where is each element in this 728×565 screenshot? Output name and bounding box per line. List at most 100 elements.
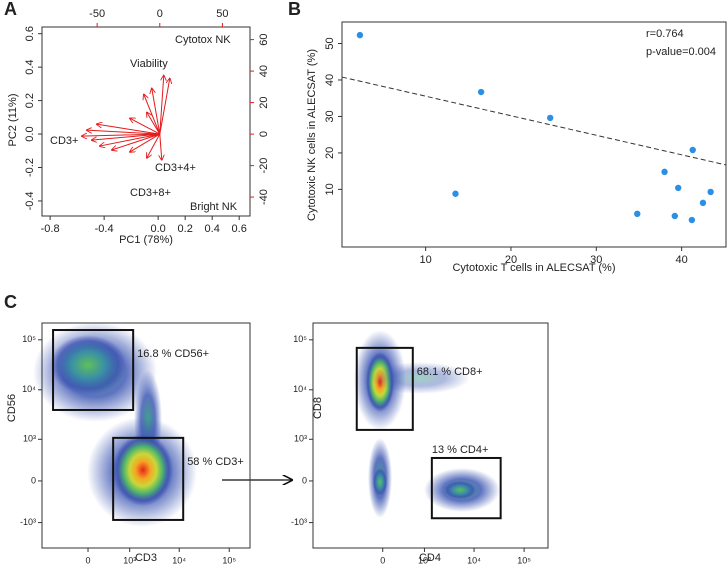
loading-label: CD3+4+ xyxy=(155,162,196,174)
y-tick-label: 10 xyxy=(324,183,336,195)
panel-letter: C xyxy=(4,292,17,312)
y2-tick-label: 0 xyxy=(258,131,270,137)
y-tick-label: 10³ xyxy=(23,434,36,444)
y-axis-label: Cytotoxic NK cells in ALECSAT (%) xyxy=(306,49,318,221)
x2-tick-label: 50 xyxy=(216,8,228,20)
y-tick-label: 0 xyxy=(31,475,36,485)
loading-label: Bright NK xyxy=(190,201,238,213)
y-tick-label: 0.0 xyxy=(24,126,36,141)
x-tick-label: 0.4 xyxy=(205,223,220,235)
loading-arrow xyxy=(144,94,161,135)
gate-label: 13 % CD4+ xyxy=(432,444,489,456)
loading-label: Cytotox NK xyxy=(175,34,231,46)
loading-arrow xyxy=(159,78,170,135)
gate xyxy=(52,329,135,411)
x-tick-label: 0 xyxy=(86,555,91,565)
x-axis-label: PC1 (78%) xyxy=(119,234,173,246)
y-tick-label: 10⁵ xyxy=(22,334,36,344)
x-tick-label: 10⁴ xyxy=(172,555,186,565)
panel-letter: A xyxy=(4,0,17,19)
point xyxy=(661,168,668,176)
y2-tick-label: 20 xyxy=(258,96,270,108)
loading-arrow xyxy=(97,124,160,135)
x-axis-label: CD3 xyxy=(135,552,157,564)
gate-label: 58 % CD3+ xyxy=(187,456,244,468)
plot-frame xyxy=(41,322,251,549)
x-tick-label: 10⁵ xyxy=(517,555,531,565)
x-tick-label: 10⁴ xyxy=(467,555,481,565)
loading-arrow xyxy=(152,88,161,135)
gate xyxy=(430,456,502,520)
y-tick-label: 10⁵ xyxy=(293,334,307,344)
gate-label: 68.1 % CD8+ xyxy=(417,366,483,378)
x2-tick-label: -50 xyxy=(89,8,105,20)
annotation: p-value=0.004 xyxy=(646,46,716,58)
loading-arrow xyxy=(130,133,161,152)
point xyxy=(477,88,485,96)
y-tick-label: 0.2 xyxy=(24,93,36,108)
y-tick-label: 0 xyxy=(302,475,307,485)
y-tick-label: 0.4 xyxy=(24,59,36,74)
loading-arrow xyxy=(87,130,160,135)
x-tick-label: 40 xyxy=(676,254,688,266)
x-tick-label: 10³ xyxy=(418,555,431,565)
y2-tick-label: -40 xyxy=(258,189,270,205)
y-tick-label: 30 xyxy=(324,110,336,122)
x2-tick-label: 0 xyxy=(157,8,163,20)
plot-frame xyxy=(341,21,727,248)
x-tick-label: 0.6 xyxy=(232,223,247,235)
loading-label: Viability xyxy=(130,58,168,70)
y-tick-label: -10³ xyxy=(291,517,307,527)
loading-arrow xyxy=(147,133,161,158)
loading-label: CD3+8+ xyxy=(130,187,171,199)
y-tick-label: 20 xyxy=(324,147,336,159)
y-axis-label: PC2 (11%) xyxy=(7,94,19,147)
loading-arrow xyxy=(100,133,160,146)
point xyxy=(675,184,682,192)
y-tick-label: 0.6 xyxy=(24,26,36,41)
point xyxy=(688,216,696,224)
loading-label: CD3+ xyxy=(50,135,78,147)
x-tick-label: 10⁵ xyxy=(222,555,236,565)
x-tick-label: -0.4 xyxy=(95,223,114,235)
y2-tick-label: 60 xyxy=(258,33,270,45)
y-tick-label: 40 xyxy=(324,74,336,86)
panel-letter: B xyxy=(288,0,301,19)
loading-arrow xyxy=(92,133,160,140)
trend-line xyxy=(341,76,727,166)
point xyxy=(547,114,554,122)
x-axis-label: Cytotoxic T cells in ALECSAT (%) xyxy=(452,262,615,274)
point xyxy=(634,210,641,218)
x-axis-label: CD4 xyxy=(419,552,441,564)
loading-arrow xyxy=(160,134,162,160)
gate-label: 16.8 % CD56+ xyxy=(137,348,209,360)
y-axis-label: CD8 xyxy=(312,397,324,419)
density-cloud xyxy=(33,322,500,527)
y2-tick-label: 40 xyxy=(258,65,270,77)
y2-tick-label: -20 xyxy=(258,158,270,174)
point xyxy=(699,199,707,207)
y-tick-label: 10⁴ xyxy=(293,384,307,394)
x-tick-label: 0.0 xyxy=(151,223,166,235)
plot-frame xyxy=(312,322,549,549)
y-tick-label: 10³ xyxy=(294,434,307,444)
y-tick-label: 50 xyxy=(324,37,336,49)
y-tick-label: 10⁴ xyxy=(22,384,36,394)
point xyxy=(707,188,714,196)
x-tick-label: 0 xyxy=(380,555,385,565)
x-tick-label: 0.2 xyxy=(178,223,193,235)
loading-arrow xyxy=(159,75,164,135)
x-tick-label: 10³ xyxy=(123,555,136,565)
y-axis-label: CD56 xyxy=(6,394,18,422)
y-tick-label: -10³ xyxy=(20,517,36,527)
loading-arrow xyxy=(130,118,161,135)
point xyxy=(671,212,678,220)
point xyxy=(689,146,696,154)
loading-arrow xyxy=(112,133,160,150)
x-tick-label: 20 xyxy=(505,254,517,266)
y-tick-label: -0.2 xyxy=(24,158,36,177)
loading-arrow xyxy=(147,112,161,135)
point xyxy=(452,190,459,197)
x-tick-label: -0.8 xyxy=(41,223,60,235)
